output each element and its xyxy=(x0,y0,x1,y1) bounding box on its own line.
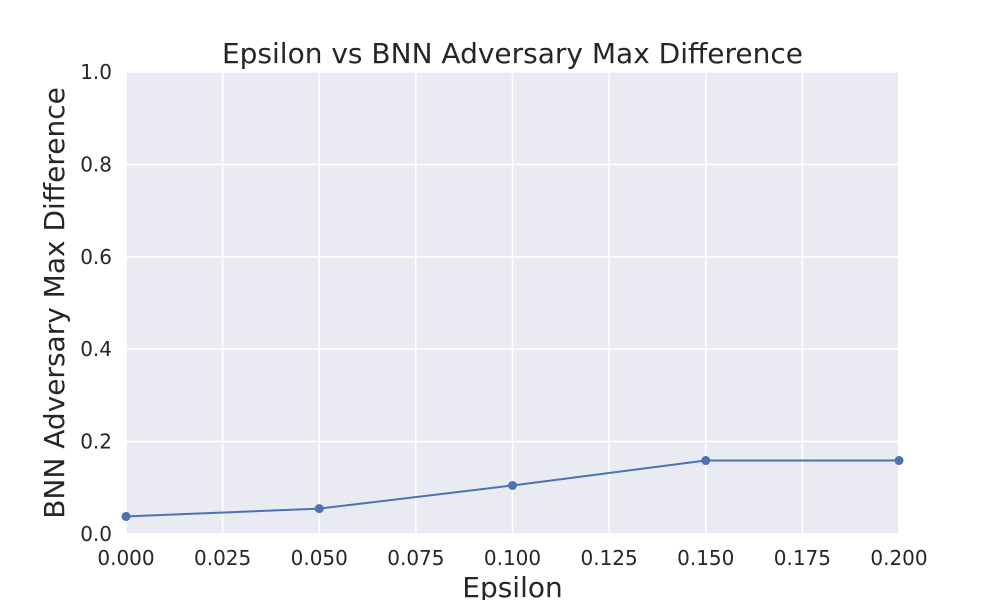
x-tick-label: 0.000 xyxy=(97,546,154,570)
chart-title: Epsilon vs BNN Adversary Max Difference xyxy=(222,37,803,70)
y-tick-label: 0.2 xyxy=(80,430,112,454)
data-point xyxy=(701,456,711,466)
x-tick-label: 0.150 xyxy=(677,546,734,570)
x-tick-label: 0.175 xyxy=(774,546,831,570)
x-tick-label: 0.200 xyxy=(870,546,927,570)
y-tick-label: 0.0 xyxy=(80,522,112,546)
data-point xyxy=(121,511,131,521)
y-tick-label: 1.0 xyxy=(80,60,112,84)
y-tick-label: 0.8 xyxy=(80,152,112,176)
x-tick-label: 0.025 xyxy=(194,546,251,570)
y-tick-label: 0.6 xyxy=(80,245,112,269)
data-point xyxy=(894,456,904,466)
y-axis-label: BNN Adversary Max Difference xyxy=(38,87,71,519)
x-tick-label: 0.100 xyxy=(484,546,541,570)
x-tick-label: 0.050 xyxy=(291,546,348,570)
series-layer xyxy=(121,456,904,521)
x-tick-label: 0.125 xyxy=(580,546,637,570)
y-tick-label: 0.4 xyxy=(80,337,112,361)
x-axis-label: Epsilon xyxy=(462,571,563,600)
data-point xyxy=(508,480,517,490)
x-tick-label: 0.075 xyxy=(387,546,444,570)
grid-lines xyxy=(125,71,900,535)
data-point xyxy=(314,504,324,514)
tick-labels: 0.000 0.025 0.050 0.075 0.100 0.125 0.150 0.175… xyxy=(80,60,927,570)
